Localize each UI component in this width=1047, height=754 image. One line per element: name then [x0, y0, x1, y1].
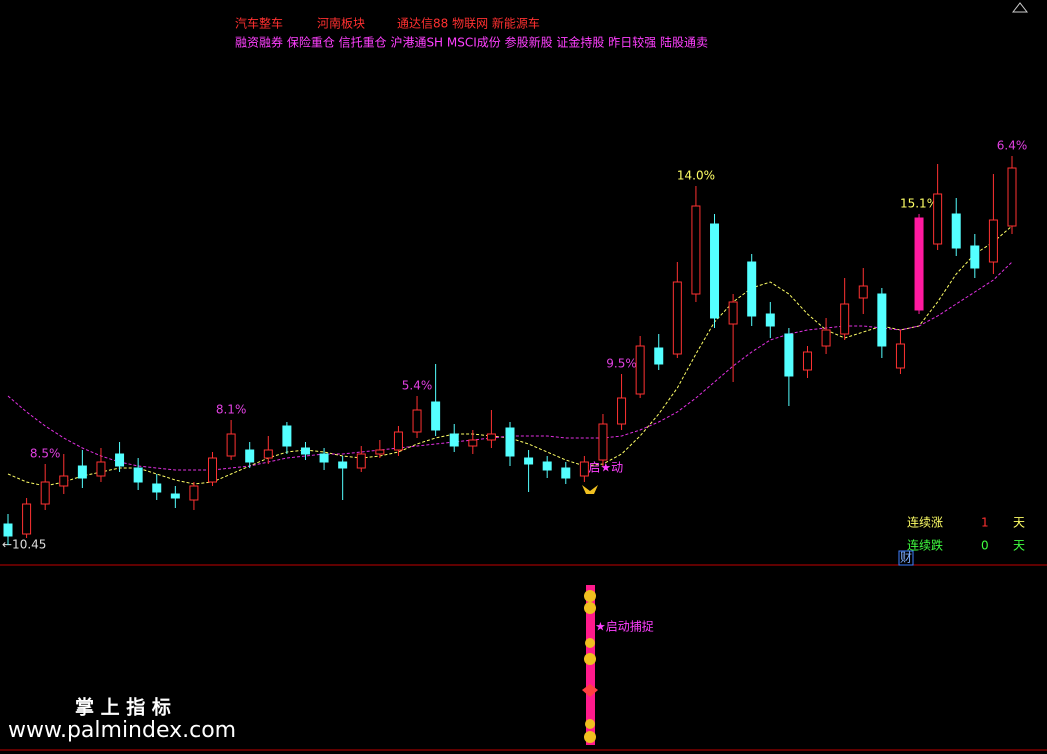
candle-body [988, 219, 998, 263]
candle-body [115, 453, 125, 467]
candle-body [356, 453, 366, 469]
candle-body [96, 461, 106, 477]
candle-body [77, 465, 87, 479]
candle-body [802, 351, 812, 371]
stat-value: 0 [981, 539, 989, 553]
signal-icon [584, 653, 596, 665]
candle-body [59, 475, 69, 487]
candle-body [747, 261, 757, 317]
peak-label: 15.1% [900, 197, 938, 211]
signal-bar [586, 585, 595, 745]
candle-body [282, 425, 292, 447]
stat-label: 连续跌 [907, 538, 943, 553]
candle-body [784, 333, 794, 377]
candle-body [914, 217, 924, 311]
candle-body [877, 293, 887, 347]
candle-body [412, 409, 422, 433]
peak-label: 14.0% [677, 169, 715, 183]
sector-tag: 汽车整车 [235, 16, 283, 31]
candle-body [431, 401, 441, 431]
candle-body [524, 457, 534, 465]
candle-body [561, 467, 571, 479]
candle-body [189, 485, 199, 501]
candle-body [263, 449, 273, 459]
sector-tag: 通达信88 物联网 新能源车 [397, 16, 540, 31]
candle-body [542, 461, 552, 471]
candle-body [40, 481, 50, 505]
candle-body [598, 423, 608, 461]
candle-body [319, 453, 329, 463]
signal-icon [585, 638, 595, 648]
watermark-title: 掌 上 指 标 [75, 696, 171, 719]
candle-body [226, 433, 236, 457]
candle-body [393, 431, 403, 451]
candle-body [133, 467, 143, 483]
candle-body [710, 223, 720, 319]
candle-body [3, 523, 13, 537]
candle-body [579, 461, 589, 477]
candle-body [951, 213, 961, 249]
peak-label: 8.5% [30, 447, 61, 461]
signal-icon [582, 684, 598, 697]
sector-tag: 河南板块 [317, 16, 365, 31]
start-label: 启★动 [588, 461, 623, 475]
candle-body [858, 285, 868, 299]
stat-unit: 天 [1013, 539, 1025, 553]
candle-body [170, 493, 180, 499]
signal-icon [584, 602, 596, 614]
candle-body [338, 461, 348, 469]
candle-body [1007, 167, 1017, 227]
candle-body [654, 347, 664, 365]
candle-body [468, 439, 478, 447]
stat-unit: 天 [1013, 516, 1025, 530]
candle-body [895, 343, 905, 369]
signal-label: ★启动捕捉 [595, 619, 654, 634]
start-icon [582, 485, 598, 494]
candle-body [840, 303, 850, 335]
candle-body [208, 457, 218, 483]
badge: 财 [900, 551, 912, 565]
candle-body [672, 281, 682, 355]
peak-label: 5.4% [402, 379, 433, 393]
candle-body [821, 329, 831, 347]
candle-body [617, 397, 627, 425]
candle-body [933, 193, 943, 245]
candle-body [375, 449, 385, 455]
candle-body [970, 245, 980, 269]
watermark-url: www.palmindex.com [8, 718, 236, 743]
concept-tags: 融资融券 保险重仓 信托重仓 沪港通SH MSCI成份 参股新股 证金持股 昨日… [235, 35, 708, 50]
peak-label: 6.4% [997, 139, 1028, 153]
candle-body [449, 433, 459, 447]
panel-icon[interactable] [1011, 2, 1029, 13]
peak-label: 9.5% [606, 357, 637, 371]
candle-body [245, 449, 255, 463]
candle-body [486, 433, 496, 441]
candle-body [300, 447, 310, 455]
candle-body [152, 483, 162, 493]
candle-body [505, 427, 515, 457]
stat-value: 1 [981, 516, 989, 530]
candle-body [691, 205, 701, 295]
stat-label: 连续涨 [907, 515, 943, 530]
candle-body [728, 301, 738, 325]
candle-body [22, 503, 32, 535]
candle-body [765, 313, 775, 327]
signal-icon [584, 731, 596, 743]
low-label: ←10.45 [2, 538, 46, 552]
signal-icon [584, 590, 596, 602]
badge-box [898, 550, 914, 566]
peak-label: 8.1% [216, 403, 247, 417]
candle-body [635, 345, 645, 395]
signal-icon [585, 719, 595, 729]
